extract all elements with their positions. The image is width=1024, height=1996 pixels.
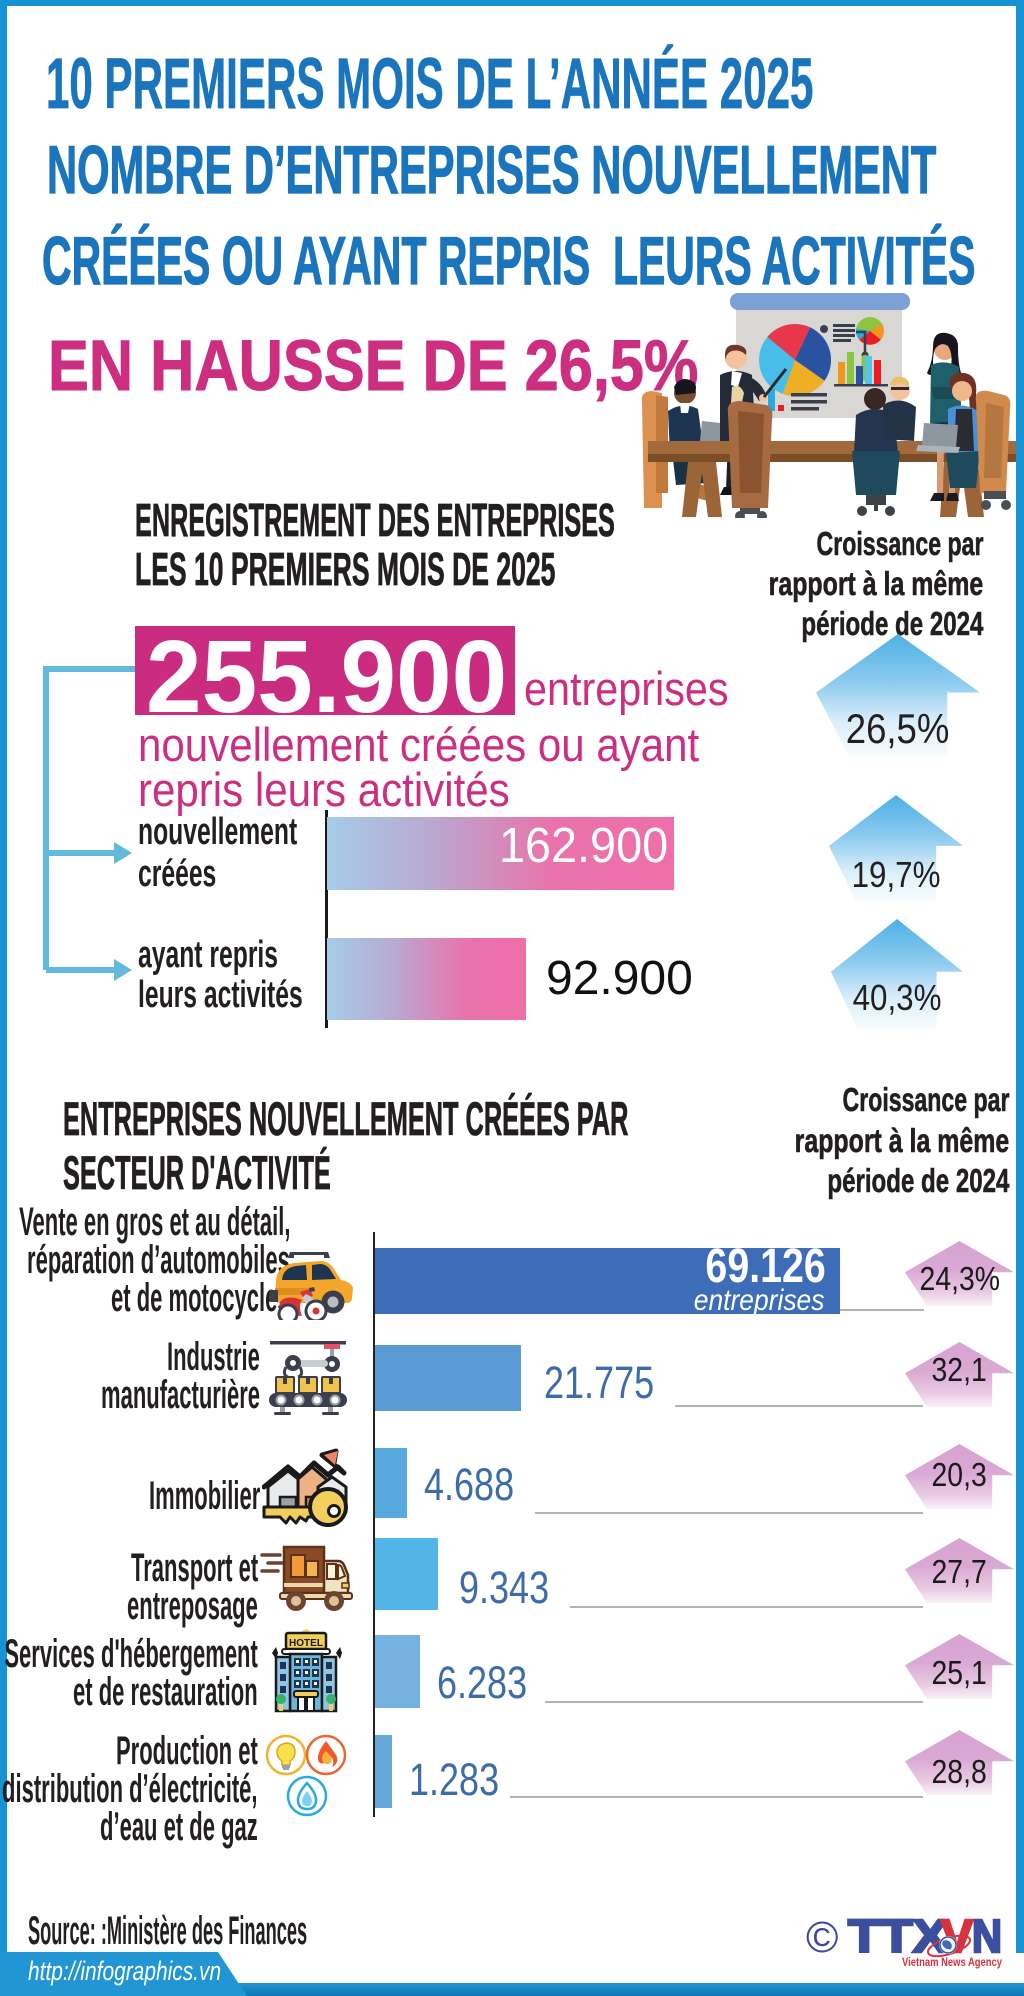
svg-text:TTX: TTX [848,1912,948,1962]
svg-text:Vietnam News Agency: Vietnam News Agency [902,1955,1002,1969]
svg-text:N: N [972,1912,1002,1962]
svg-text:HOTEL: HOTEL [289,1638,323,1649]
